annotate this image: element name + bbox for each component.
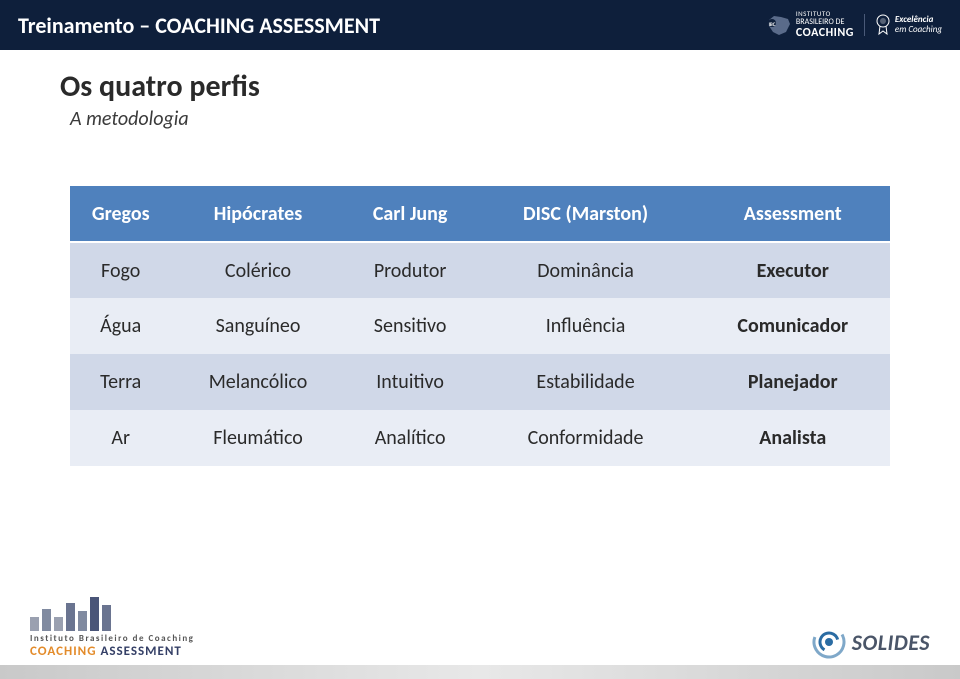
cell: Analítico bbox=[345, 410, 476, 466]
cell: Estabilidade bbox=[476, 354, 696, 410]
footer-logo-solides: SOLIDES bbox=[812, 625, 930, 659]
page-title: Os quatro perfis bbox=[60, 68, 900, 105]
header-title: Treinamento – COACHING ASSESSMENT bbox=[18, 12, 380, 39]
header-logos: IBC INSTITUTO BRASILEIRO DE COACHING Exc… bbox=[766, 10, 942, 40]
table-header-row: Gregos Hipócrates Carl Jung DISC (Marsto… bbox=[70, 186, 890, 242]
table-row: Terra Melancólico Intuitivo Estabilidade… bbox=[70, 354, 890, 410]
logo-ibc: IBC INSTITUTO BRASILEIRO DE COACHING bbox=[766, 10, 854, 40]
solides-name: SOLIDES bbox=[852, 629, 930, 656]
cell-bold: Analista bbox=[695, 410, 890, 466]
th-assessment: Assessment bbox=[695, 186, 890, 242]
table-row: Ar Fleumático Analítico Conformidade Ana… bbox=[70, 410, 890, 466]
logo-bars bbox=[30, 597, 194, 631]
cell: Sensitivo bbox=[345, 298, 476, 354]
footer-logo-coaching-assessment: Instituto Brasileiro de Coaching COACHIN… bbox=[30, 597, 194, 659]
ibc-line3: COACHING bbox=[796, 27, 854, 40]
cell: Conformidade bbox=[476, 410, 696, 466]
cell: Influência bbox=[476, 298, 696, 354]
cell: Produtor bbox=[345, 242, 476, 298]
page-subtitle: A metodologia bbox=[70, 107, 900, 131]
th-disc: DISC (Marston) bbox=[476, 186, 696, 242]
footer: Instituto Brasileiro de Coaching COACHIN… bbox=[0, 584, 960, 679]
footer-assessment-word: ASSESSMENT bbox=[100, 644, 181, 659]
cell-bold: Planejador bbox=[695, 354, 890, 410]
cell: Água bbox=[70, 298, 171, 354]
header-bar: Treinamento – COACHING ASSESSMENT IBC IN… bbox=[0, 0, 960, 50]
footer-stripe bbox=[0, 665, 960, 679]
award-icon bbox=[875, 14, 891, 36]
svg-text:IBC: IBC bbox=[768, 22, 775, 28]
cell: Terra bbox=[70, 354, 171, 410]
brazil-map-icon: IBC bbox=[766, 14, 792, 36]
cell-bold: Comunicador bbox=[695, 298, 890, 354]
cell: Dominância bbox=[476, 242, 696, 298]
excel-line2: em Coaching bbox=[895, 25, 942, 35]
table-row: Fogo Colérico Produtor Dominância Execut… bbox=[70, 242, 890, 298]
cell: Colérico bbox=[171, 242, 344, 298]
footer-ca-text: COACHING ASSESSMENT bbox=[30, 644, 194, 659]
profiles-table: Gregos Hipócrates Carl Jung DISC (Marsto… bbox=[70, 186, 890, 466]
solides-swirl-icon bbox=[812, 625, 846, 659]
cell: Sanguíneo bbox=[171, 298, 344, 354]
cell: Melancólico bbox=[171, 354, 344, 410]
th-gregos: Gregos bbox=[70, 186, 171, 242]
footer-coaching-word: COACHING bbox=[30, 644, 100, 659]
cell-bold: Executor bbox=[695, 242, 890, 298]
cell: Fogo bbox=[70, 242, 171, 298]
cell: Intuitivo bbox=[345, 354, 476, 410]
logo-excelencia: Excelência em Coaching bbox=[864, 14, 942, 36]
cell: Fleumático bbox=[171, 410, 344, 466]
th-hipocrates: Hipócrates bbox=[171, 186, 344, 242]
table-row: Água Sanguíneo Sensitivo Influência Comu… bbox=[70, 298, 890, 354]
th-carljung: Carl Jung bbox=[345, 186, 476, 242]
footer-ibc-text: Instituto Brasileiro de Coaching bbox=[30, 633, 194, 644]
content-area: Os quatro perfis A metodologia Gregos Hi… bbox=[0, 50, 960, 466]
cell: Ar bbox=[70, 410, 171, 466]
